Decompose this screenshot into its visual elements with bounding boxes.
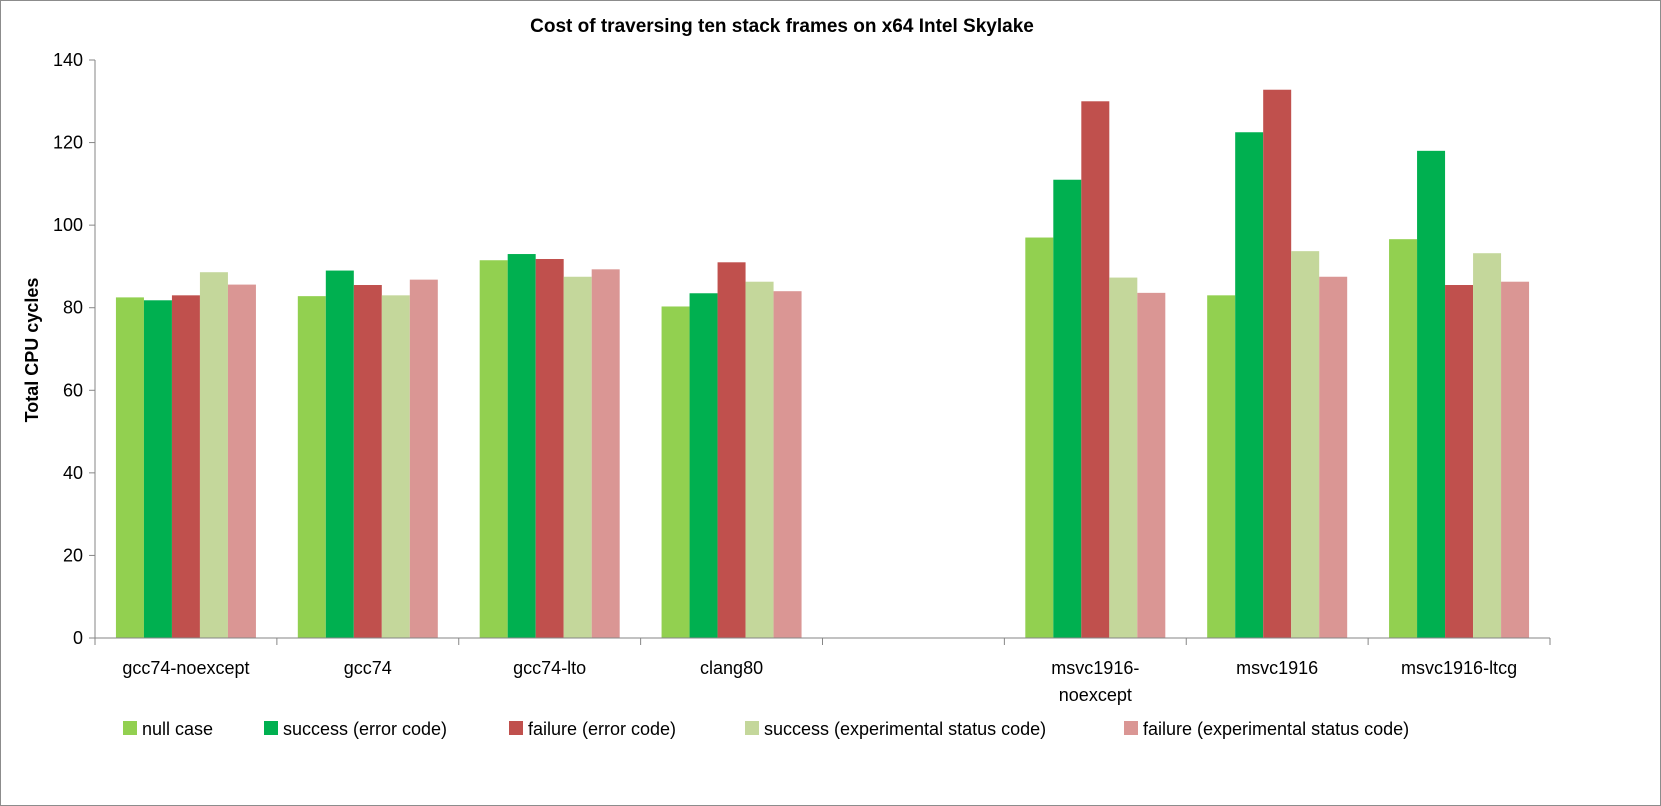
bar (1445, 285, 1474, 638)
y-tick-label: 0 (73, 628, 83, 648)
bar (1137, 292, 1166, 638)
bar (689, 293, 718, 638)
bar (1109, 277, 1138, 638)
bar (227, 284, 256, 638)
y-tick-label: 120 (53, 133, 83, 153)
bar (1417, 150, 1446, 639)
legend-swatch (264, 721, 278, 735)
bar (1389, 239, 1418, 638)
bar (143, 300, 172, 638)
bar (1207, 295, 1236, 638)
bar (1473, 253, 1502, 638)
bar (1263, 89, 1292, 639)
y-tick-label: 20 (63, 545, 83, 565)
y-tick-label: 100 (53, 215, 83, 235)
y-tick-label: 40 (63, 463, 83, 483)
bar (661, 306, 690, 638)
bar (381, 295, 410, 638)
bar (1291, 251, 1320, 638)
y-axis-title: Total CPU cycles (22, 278, 42, 423)
bar (199, 272, 228, 638)
bar (297, 296, 326, 638)
legend-swatch (745, 721, 759, 735)
x-category-label: gcc74-lto (513, 658, 586, 678)
legend-label: failure (experimental status code) (1143, 719, 1409, 739)
plot-area: 0 20 40 60 80 100 120 140 gcc74-noexcept gcc74 gcc… (53, 50, 1551, 705)
legend-swatch (1124, 721, 1138, 735)
bar (171, 295, 200, 638)
chart-title: Cost of traversing ten stack frames on x… (530, 16, 1034, 37)
bar (1081, 101, 1110, 639)
bar (745, 281, 774, 638)
bar (1025, 237, 1054, 638)
x-category-label: noexcept (1059, 685, 1132, 705)
y-tick-label: 60 (63, 380, 83, 400)
bar (1501, 281, 1530, 638)
bar (409, 279, 438, 638)
legend-label: success (error code) (283, 719, 447, 739)
legend-label: null case (142, 719, 213, 739)
bar (591, 269, 620, 638)
bar (773, 291, 802, 638)
bar (1053, 179, 1082, 638)
bar (535, 258, 564, 638)
legend-label: success (experimental status code) (764, 719, 1046, 739)
bar (353, 285, 382, 638)
y-tick-label: 140 (53, 50, 83, 70)
bar (563, 276, 592, 638)
legend-label: failure (error code) (528, 719, 676, 739)
legend-swatch (123, 721, 137, 735)
bar (479, 260, 508, 638)
bar (325, 270, 354, 638)
bar (507, 254, 536, 639)
y-tick-label: 80 (63, 298, 83, 318)
x-category-label: gcc74 (344, 658, 392, 678)
x-category-label: msvc1916 (1236, 658, 1318, 678)
bar (1319, 276, 1348, 638)
x-category-label: msvc1916- (1051, 658, 1139, 678)
legend-swatch (509, 721, 523, 735)
x-category-label: msvc1916-ltcg (1401, 658, 1517, 678)
x-category-label: gcc74-noexcept (122, 658, 249, 678)
legend: null case success (error code) failure (er… (123, 719, 1409, 739)
x-category-label: clang80 (700, 658, 763, 678)
bar (717, 262, 746, 638)
bar (115, 297, 144, 638)
bar (1235, 132, 1264, 638)
